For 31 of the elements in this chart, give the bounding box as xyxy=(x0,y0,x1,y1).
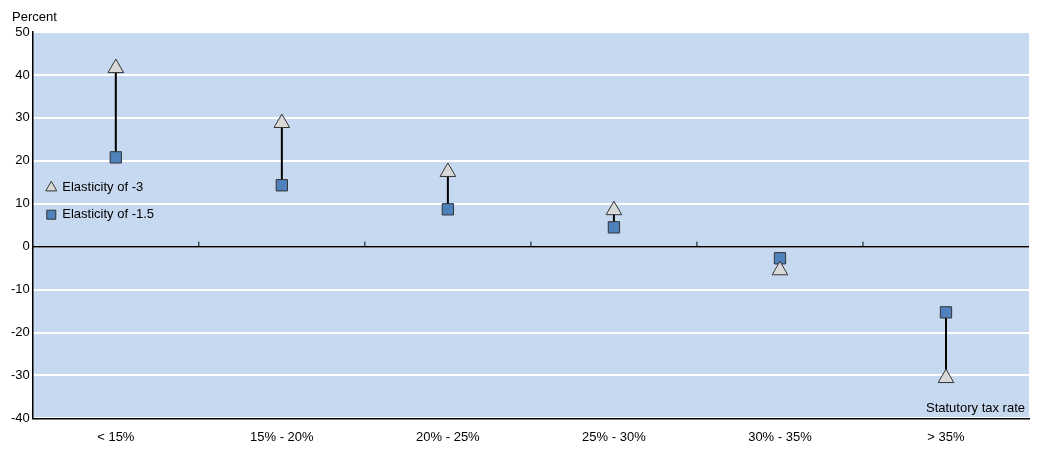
point xyxy=(107,58,125,74)
x-tick-label: < 15% xyxy=(97,428,135,444)
point xyxy=(441,203,455,216)
x-tick-label: 25% - 30% xyxy=(582,428,647,444)
x-tick-label: 30% - 35% xyxy=(748,428,813,444)
point xyxy=(607,221,621,234)
point xyxy=(939,306,953,319)
y-tick-label: 40 xyxy=(15,66,30,82)
y-tick-label: 0 xyxy=(22,238,30,254)
point xyxy=(109,151,122,164)
y-tick-label: 20 xyxy=(15,152,30,168)
legend-label: Elasticity of -3 xyxy=(62,179,144,195)
y-tick-label: 50 xyxy=(15,23,30,39)
y-axis-title: Percent xyxy=(12,9,58,25)
x-tick-label: 15% - 20% xyxy=(250,428,315,444)
y-tick-label: 30 xyxy=(15,109,30,125)
point xyxy=(771,260,789,276)
y-tick-label: -30 xyxy=(10,367,30,383)
point xyxy=(439,162,457,177)
x-tick-label: > 35% xyxy=(927,428,966,444)
x-tick-label: 20% - 25% xyxy=(416,428,481,444)
point xyxy=(273,113,291,129)
legend-label: Elasticity of -1.5 xyxy=(62,206,155,222)
point xyxy=(605,200,623,216)
y-tick-label: 10 xyxy=(15,195,30,211)
x-axis-title: Statutory tax rate xyxy=(926,400,1025,416)
point xyxy=(275,179,288,192)
point xyxy=(773,252,787,265)
y-tick-label: -20 xyxy=(10,324,30,340)
y-tick-label: -10 xyxy=(10,281,30,297)
y-tick-label: -40 xyxy=(10,409,30,425)
